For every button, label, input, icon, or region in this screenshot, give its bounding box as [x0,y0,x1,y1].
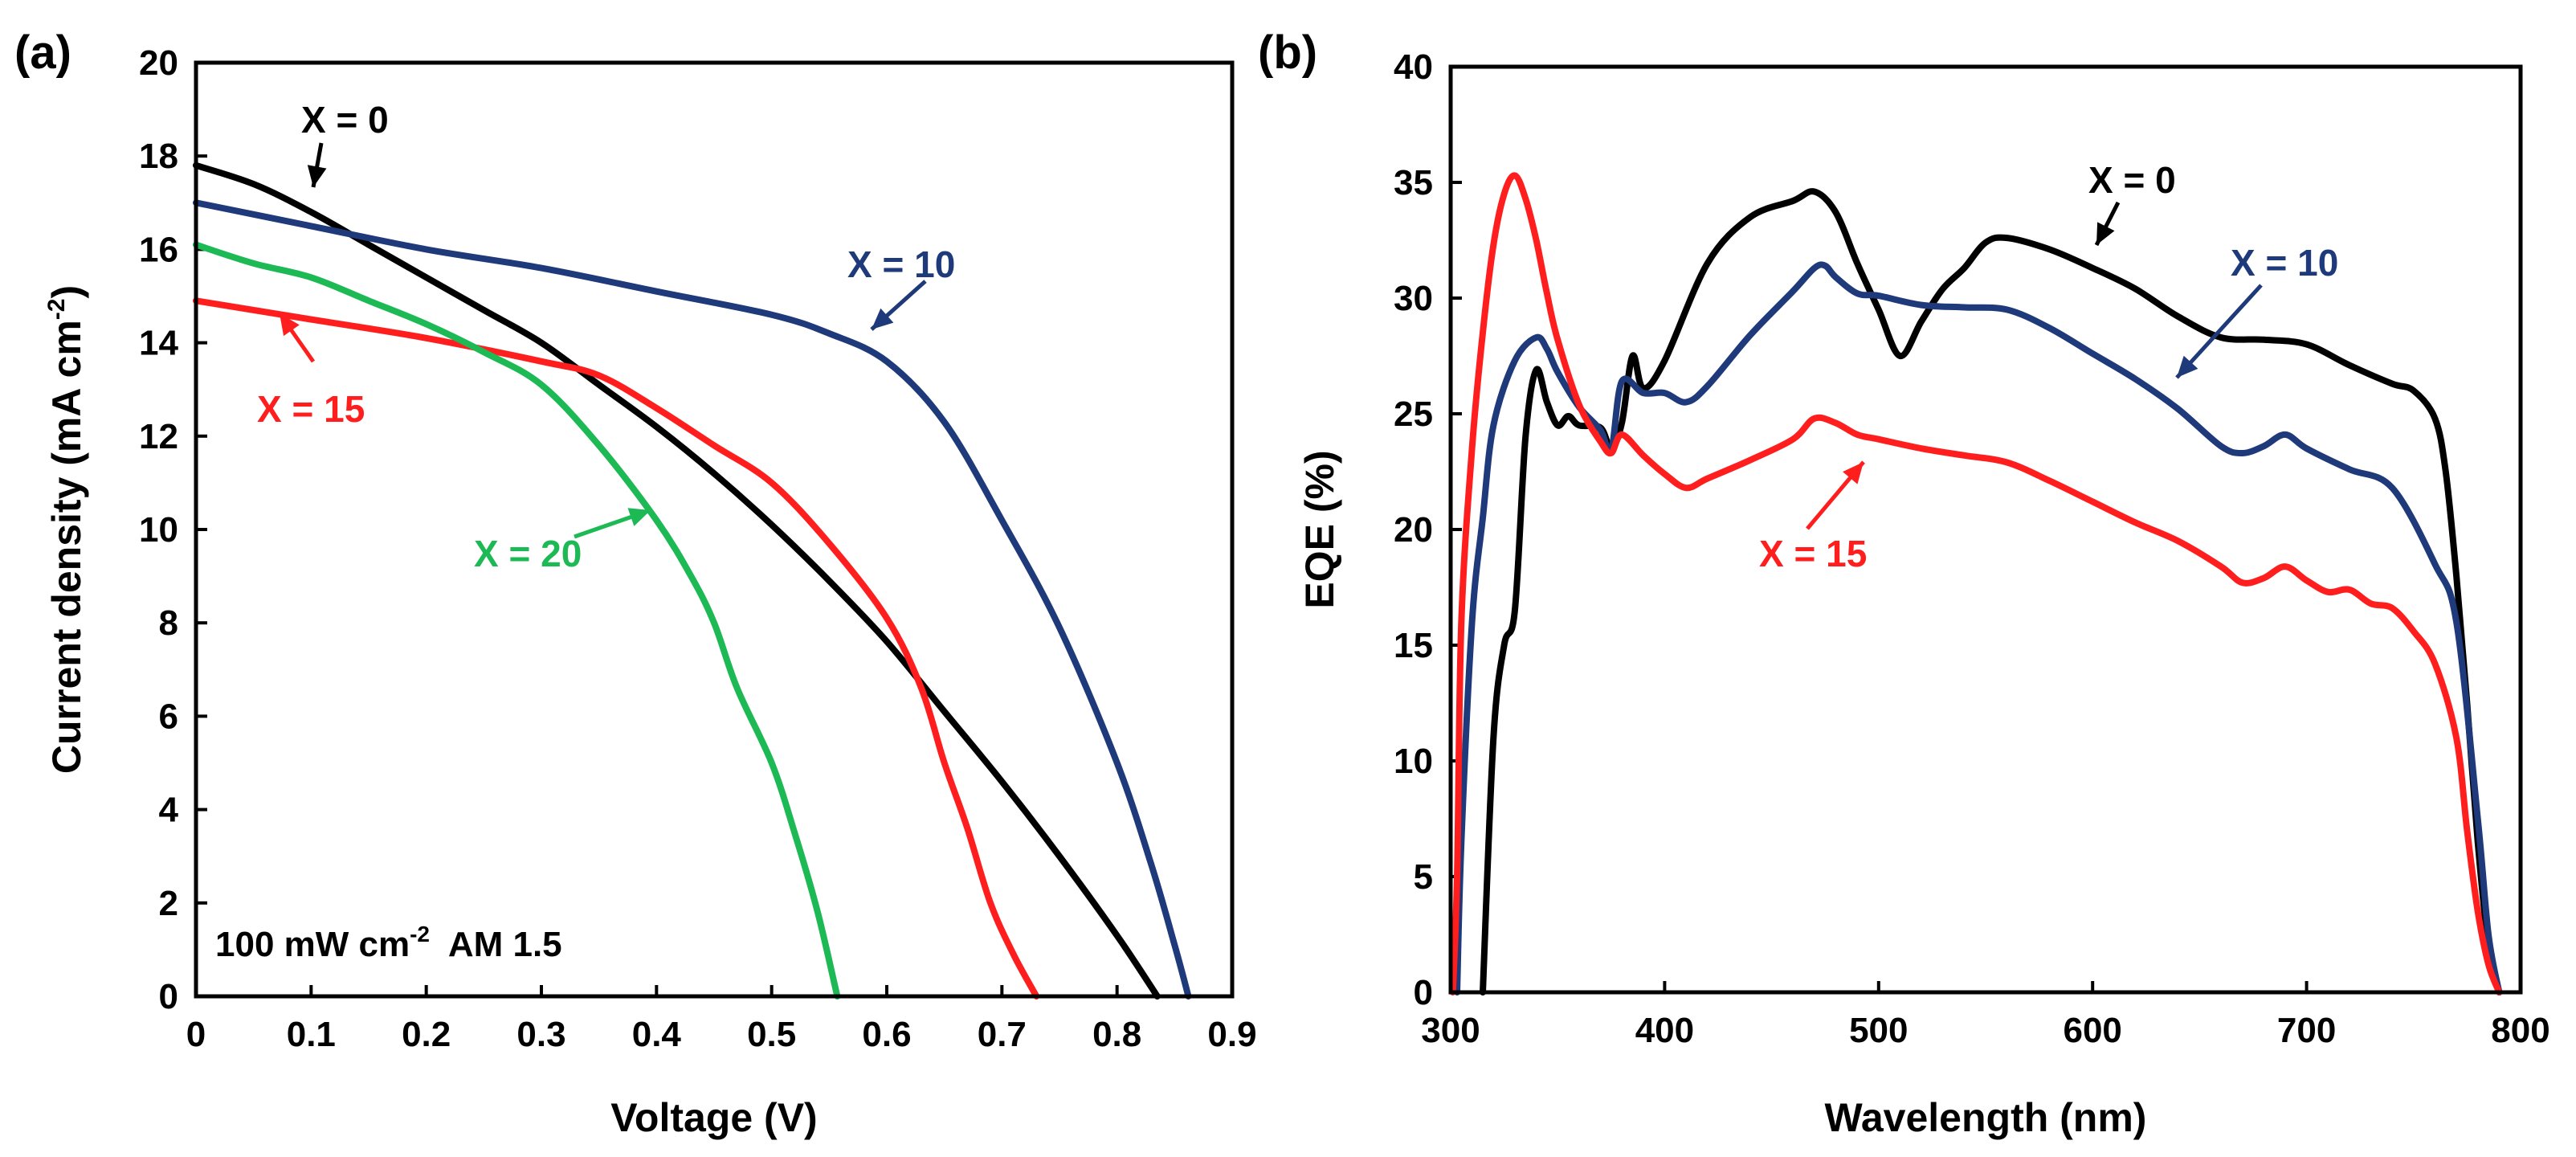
panel-b-x-tick-label: 700 [2277,1011,2336,1050]
panel-b-y-tick-label: 35 [1394,163,1433,202]
panel-b-y-tick-label: 0 [1414,973,1433,1012]
panel-a-annotation-arrowhead-x10 [872,308,894,329]
panel-a-x-tick-label: 0.3 [516,1015,565,1054]
panel-b-annotation-arrowhead-x15 [1843,462,1864,484]
panel-b-x-tick-label: 400 [1635,1011,1694,1050]
panel-a-annotation-x15: X = 15 [257,388,365,430]
panel-a-x-tick-label: 0.8 [1092,1015,1141,1054]
panel-b-annotation-x15: X = 15 [1759,533,1867,574]
panel-a-y-tick-label: 0 [159,977,178,1016]
panel-a-x-tick-label: 0.7 [978,1015,1027,1054]
panel-b-y-tick-label: 10 [1394,742,1433,781]
panel-b-x-tick-label: 500 [1849,1011,1908,1050]
panel-b-label: (b) [1258,27,1317,79]
panel-a-series-x0 [193,161,1161,1000]
panel-a-y-tick-label: 12 [139,417,178,456]
panel-a-y-axis-label-main: Current density (mA cm [44,320,89,774]
panel-b-y-tick-label: 25 [1394,395,1433,434]
panel-b-x-tick-label: 600 [2063,1011,2121,1050]
panel-b-y-tick-label: 15 [1394,626,1433,665]
panel-a-y-tick-label: 10 [139,510,178,550]
panel-b-annotation-x10: X = 10 [2231,242,2338,284]
panel-a-x-tick-label: 0.2 [402,1015,451,1054]
panel-b-x-tick-label: 800 [2491,1011,2549,1050]
panel-b-annotation-arrowhead-x10 [2177,355,2198,378]
panel-a-annotation-arrowhead-x20 [627,508,651,526]
panel-a-y-tick-label: 6 [159,697,178,736]
panel-a-annotation-arrowhead-x15 [280,313,300,337]
panel-a-note-sup: -2 [410,922,430,946]
panel-a-x-axis-label: Voltage (V) [610,1095,817,1140]
panel-a-annotation-x20: X = 20 [474,533,582,574]
panel-a-note: 100 mW cm-2 AM 1.5 [215,922,562,964]
panel-b-x-axis-label: Wavelength (nm) [1825,1095,2147,1140]
panel-a-series-x20 [193,241,841,1000]
panel-a-x-tick-label: 0.9 [1207,1015,1256,1054]
panel-b-annotation-arrowhead-x0 [2096,222,2115,245]
panel-b-y-tick-label: 5 [1414,857,1433,897]
panel-a-label: (a) [14,27,71,79]
panel-a-annotation-x0: X = 0 [301,99,389,141]
panel-a-y-tick-label: 4 [159,791,179,830]
panel-b-chart: (b) 300 400 500 600 700 800 0 5 10 15 20 25 30 35 40 W… [1258,27,2550,1140]
panel-a-x-tick-label: 0.5 [747,1015,796,1054]
panel-a-series-x10 [193,199,1192,1000]
panel-a-series-x15 [193,297,1040,1000]
panel-b-annotation-x0: X = 0 [2088,159,2176,201]
panel-a-x-tick-label: 0.4 [632,1015,682,1054]
panel-a-y-tick-label: 20 [139,43,178,83]
panel-a-note-tail: AM 1.5 [430,925,562,964]
panel-b-series-x0 [1480,188,2503,996]
panel-b-series-x15 [1449,172,2503,996]
panel-a-chart: (a) 0 0.1 0.2 0.3 0.4 0.5 0.6 0.7 0.8 0.9 0 2 4 6 8 10 1… [14,27,1257,1140]
panel-a-plot-frame [194,60,1235,999]
panel-a-y-axis-label-sup: -2 [43,299,70,321]
panel-a-y-tick-label: 8 [159,603,178,643]
panel-a-y-tick-label: 18 [139,137,178,176]
panel-b-y-axis-label: EQE (%) [1297,450,1342,608]
panel-b-y-tick-label: 20 [1394,510,1433,550]
panel-b-y-tick-label: 40 [1394,47,1433,87]
panel-a-x-tick-label: 0.1 [287,1015,336,1054]
panel-b-y-tick-label: 30 [1394,279,1433,318]
panel-a-note-main: 100 mW cm [215,925,410,964]
panel-a-y-axis-label: Current density (mA cm-2) [43,285,89,774]
panel-a-y-axis-label-close: ) [44,285,89,299]
panel-a-x-tick-label: 0 [186,1015,206,1054]
panel-a-annotation-x10: X = 10 [847,243,955,285]
panel-a-y-tick-label: 16 [139,230,178,269]
panel-a-y-tick-label: 2 [159,884,178,923]
panel-a-y-tick-label: 14 [139,324,178,363]
panel-a-annotation-arrowhead-x0 [307,165,327,187]
panel-a-x-tick-label: 0.6 [862,1015,911,1054]
panel-b-series-x10 [1454,261,2503,996]
panel-b-x-tick-label: 300 [1421,1011,1480,1050]
panel-b-plot-frame [1448,64,2523,995]
